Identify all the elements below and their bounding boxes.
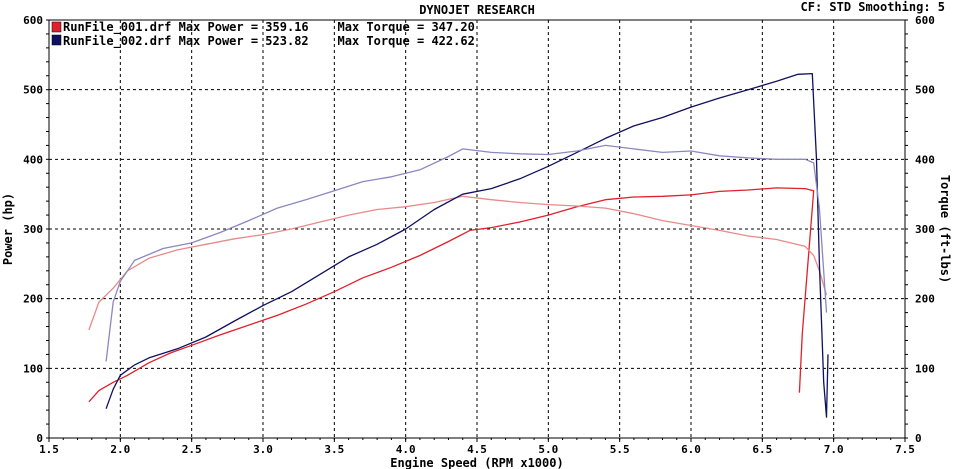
y2-tick-label: 400 — [915, 153, 935, 166]
y-tick-label: 400 — [23, 153, 43, 166]
y2-tick-label: 300 — [915, 223, 935, 236]
series-line-1 — [88, 187, 815, 403]
status-text: CF: STD Smoothing: 5 — [801, 0, 946, 14]
y2-tick-label: 500 — [915, 84, 935, 97]
x-tick-label: 4.0 — [396, 443, 416, 456]
x-tick-label: 7.5 — [895, 443, 915, 456]
series-line-2 — [88, 195, 828, 331]
series-line-3 — [105, 72, 829, 418]
y-axis-label: Power (hp) — [1, 193, 15, 265]
x-tick-label: 2.5 — [182, 443, 202, 456]
y-tick-label: 0 — [36, 432, 43, 445]
series-layer — [88, 72, 829, 418]
x-tick-label: 6.5 — [752, 443, 772, 456]
x-tick-label: 3.0 — [253, 443, 273, 456]
legend-swatch-run2 — [51, 34, 62, 46]
y-tick-label: 100 — [23, 362, 43, 375]
x-tick-label: 3.5 — [324, 443, 344, 456]
chart-title: DYNOJET RESEARCH — [419, 3, 535, 17]
legend: RunFile_001.drf Max Power = 359.16 Max T… — [51, 20, 475, 49]
x-axis-label: Engine Speed (RPM x1000) — [390, 456, 563, 469]
y2-tick-label: 200 — [915, 293, 935, 306]
legend-run2: RunFile_002.drf Max Power = 523.82 Max T… — [63, 34, 475, 49]
x-tick-label: 6.0 — [681, 443, 701, 456]
y2-axis-label: Torque (ft-lbs) — [938, 175, 952, 283]
series-line-4 — [105, 144, 828, 362]
y2-tick-label: 600 — [915, 14, 935, 27]
y-tick-label: 600 — [23, 14, 43, 27]
x-tick-label: 1.5 — [39, 443, 59, 456]
legend-swatch-run1 — [51, 21, 62, 33]
ticks: 1.5 2.0 2.5 3.0 3.5 4.0 4.5 5.0 5.5 6.0 6.5 7.0 7.50… — [23, 14, 935, 456]
x-tick-label: 5.5 — [610, 443, 630, 456]
y2-tick-label: 100 — [915, 362, 935, 375]
x-tick-label: 7.0 — [824, 443, 844, 456]
y-tick-label: 200 — [23, 293, 43, 306]
y2-tick-label: 0 — [915, 432, 922, 445]
x-tick-label: 2.0 — [110, 443, 130, 456]
x-tick-label: 5.0 — [538, 443, 558, 456]
y-tick-label: 500 — [23, 84, 43, 97]
y-tick-label: 300 — [23, 223, 43, 236]
legend-run1: RunFile_001.drf Max Power = 359.16 Max T… — [63, 20, 475, 35]
x-tick-label: 4.5 — [467, 443, 487, 456]
